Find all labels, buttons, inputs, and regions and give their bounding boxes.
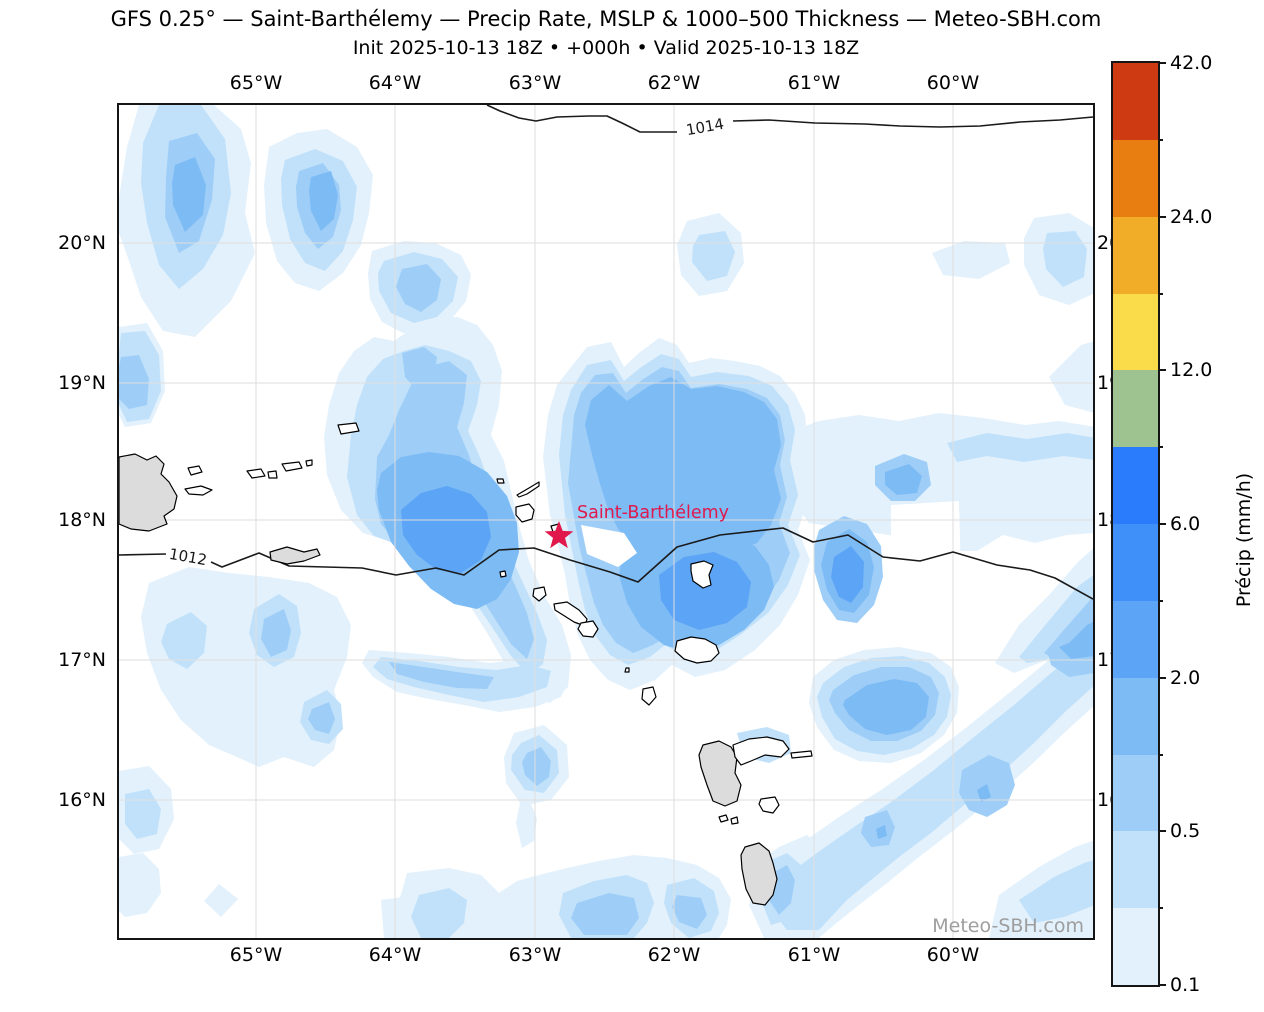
island-les-saintes-2 [730,816,739,825]
map-canvas: 1014 1012 [117,103,1095,940]
colorbar-segment [1113,600,1158,678]
y-tick-16n: 16°N [58,789,106,811]
isobar-label-1014: 1014 [685,115,726,139]
island-dominica [740,842,778,906]
island-antigua [674,636,720,664]
island-sombrero [496,478,505,484]
colorbar-segment [1113,907,1158,985]
colorbar-tick-label: 0.1 [1170,974,1201,996]
colorbar-tick-label: 0.5 [1170,820,1201,843]
watermark: Meteo-SBH.com [932,915,1084,937]
y-tick-18n: 18°N [58,509,106,531]
colorbar-segment [1113,446,1158,524]
colorbar-segment [1113,523,1158,601]
coastlines [118,422,813,906]
island-redonda [624,667,630,673]
island-culebra [187,465,203,476]
isobar-label-1012: 1012 [168,545,209,569]
graticule [119,105,1093,938]
precip-layer-2 [401,486,864,630]
island-tortola [281,461,303,472]
island-anegada [337,422,360,435]
x-tick-top-63w: 63°W [508,72,562,94]
colorbar-tick-label: 24.0 [1170,205,1213,228]
island-guadeloupe-basse-terre [698,740,742,807]
y-tick-20n: 20°N [58,232,106,254]
colorbar [1111,61,1160,987]
colorbar-segment [1113,139,1158,217]
colorbar-segment [1113,62,1158,140]
x-tick-bottom-60w: 60°W [926,944,980,966]
x-tick-top-62w: 62°W [647,72,701,94]
colorbar-segment [1113,369,1158,448]
x-tick-bottom-64w: 64°W [368,944,422,966]
island-guadeloupe-grande-terre [732,736,790,766]
y-tick-right-16n: 16°N [1097,789,1112,811]
island-marie-galante [758,796,780,814]
x-tick-top-61w: 61°W [787,72,841,94]
island-montserrat [641,686,657,706]
colorbar-segment [1113,293,1158,371]
precip-white-wedge [581,525,637,567]
x-tick-bottom-61w: 61°W [787,944,841,966]
y-tick-17n: 17°N [58,649,106,671]
x-tick-bottom-62w: 62°W [647,944,701,966]
x-tick-bottom-63w: 63°W [508,944,562,966]
y-tick-right-17n: 17°N [1097,649,1112,671]
island-barbuda [690,560,714,589]
island-virgin-gorda [305,459,313,467]
x-tick-bottom-65w: 65°W [229,944,283,966]
colorbar-tick-label: 6.0 [1170,513,1201,535]
y-tick-right-18n: 18°N [1097,509,1112,531]
x-tick-top-65w: 65°W [229,72,283,94]
y-tick-19n: 19°N [58,372,106,394]
island-la-desirade [790,750,813,759]
station-label: Saint-Barthélemy [577,503,729,523]
station-star-icon [544,521,574,549]
island-st-thomas [246,468,266,479]
island-st-eustatius [532,586,547,602]
x-tick-top-64w: 64°W [368,72,422,94]
page-subtitle: Init 2025-10-13 18Z • +000h • Valid 2025… [352,37,860,59]
colorbar-segment [1113,677,1158,755]
colorbar-tick-label: 2.0 [1170,666,1201,689]
colorbar-axis-label: Précip (mm/h) [1233,472,1255,608]
colorbar-tick-label: 12.0 [1170,359,1213,382]
island-st-croix [269,546,321,565]
x-tick-top-60w: 60°W [926,72,980,94]
island-nevis [577,620,599,638]
page-title: GFS 0.25° — Saint-Barthélemy — Precip Ra… [110,7,1102,31]
island-anguilla [516,481,540,498]
island-les-saintes-1 [718,814,729,823]
y-tick-right-20n: 20°N [1097,232,1112,254]
island-vieques [184,485,213,496]
island-saba [499,570,507,578]
colorbar-segment [1113,216,1158,294]
precip-white-notches [891,501,961,623]
colorbar-segment [1113,754,1158,832]
island-st-john [267,470,278,479]
colorbar-segment [1113,830,1158,909]
y-tick-right-19n: 19°N [1097,372,1112,394]
isobar-1014: 1014 [486,104,1094,139]
island-puerto-rico [118,453,178,532]
island-st-martin [515,503,535,523]
map-svg: 1014 1012 [118,104,1095,938]
